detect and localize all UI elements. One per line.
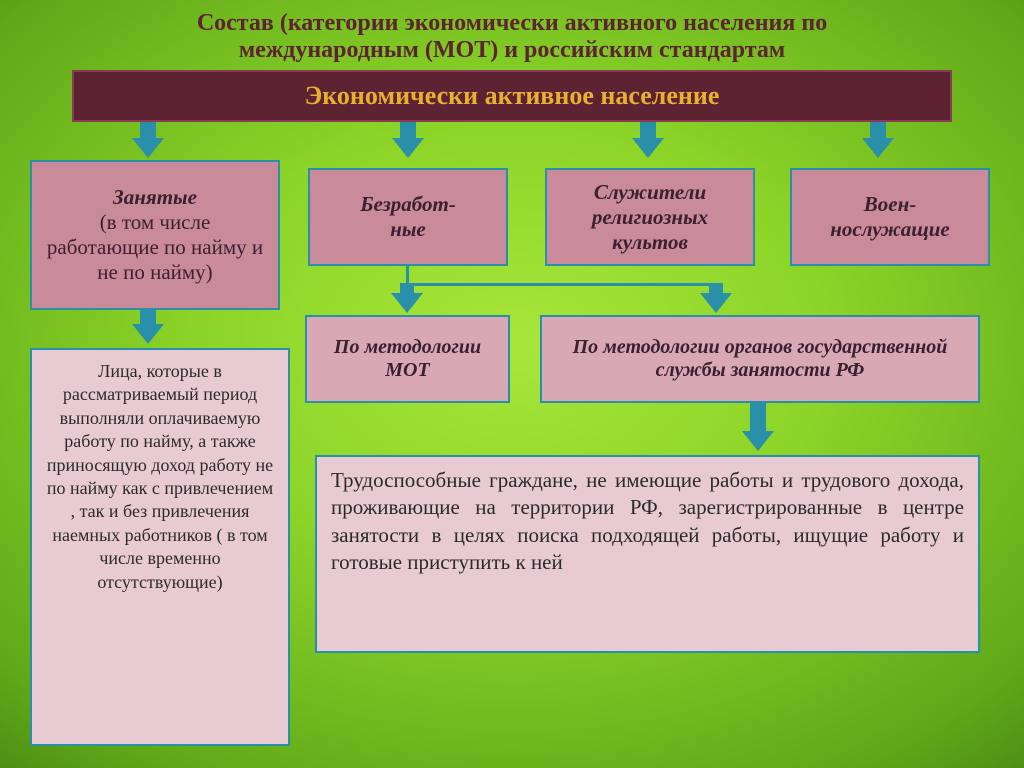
desc-employed: Лица, которые в рассматриваемый период в…	[30, 348, 290, 746]
diagram-title: Состав (категории экономически активного…	[62, 10, 962, 64]
box-military: Воен- нослужащие	[790, 168, 990, 266]
arrow-head-rf2	[742, 431, 774, 451]
box-unemployed: Безработ- ные	[308, 168, 508, 266]
arrow-stem-rf2	[750, 403, 766, 431]
desc-unemployed-text: Трудоспособные граждане, не имеющие рабо…	[331, 468, 964, 574]
title-line1: Состав (категории экономически активного…	[197, 10, 827, 36]
box-employed-body: (в том числе работающие по найму и не по…	[42, 210, 268, 285]
box-mot: По методологии МОТ	[305, 315, 510, 403]
box-religious-label: Служители религиозных культов	[557, 180, 743, 255]
box-military-label: Воен- нослужащие	[830, 192, 950, 242]
box-rf: По методологии органов государственной с…	[540, 315, 980, 403]
box-employed-title: Занятые	[113, 185, 197, 210]
box-rf-label: По методологии органов государственной с…	[552, 336, 968, 382]
box-religious: Служители религиозных культов	[545, 168, 755, 266]
arrow-head-3	[632, 138, 664, 158]
desc-unemployed: Трудоспособные граждане, не имеющие рабо…	[315, 455, 980, 653]
box-employed: Занятые (в том числе работающие по найму…	[30, 160, 280, 310]
arrow-stem-emp	[140, 310, 156, 324]
arrow-head-1	[132, 138, 164, 158]
arrow-stem-3	[640, 122, 656, 138]
arrow-stem-2	[400, 122, 416, 138]
arrow-head-mot	[391, 293, 423, 313]
conn-h-1	[406, 283, 716, 286]
arrow-head-4	[862, 138, 894, 158]
arrow-head-emp	[132, 324, 164, 344]
arrow-stem-1	[140, 122, 156, 138]
arrow-stem-mot	[400, 283, 414, 293]
conn-v-1	[406, 266, 409, 284]
box-mot-label: По методологии МОТ	[317, 336, 498, 382]
desc-employed-text: Лица, которые в рассматриваемый период в…	[47, 361, 273, 592]
box-unemployed-label: Безработ- ные	[360, 192, 456, 242]
root-label: Экономически активное население	[305, 81, 720, 111]
arrow-stem-4	[870, 122, 886, 138]
arrow-stem-rf	[709, 283, 723, 293]
title-line2: международным (МОТ) и российским стандар…	[239, 37, 785, 63]
arrow-head-2	[392, 138, 424, 158]
arrow-head-rf	[700, 293, 732, 313]
root-box: Экономически активное население	[72, 70, 952, 122]
